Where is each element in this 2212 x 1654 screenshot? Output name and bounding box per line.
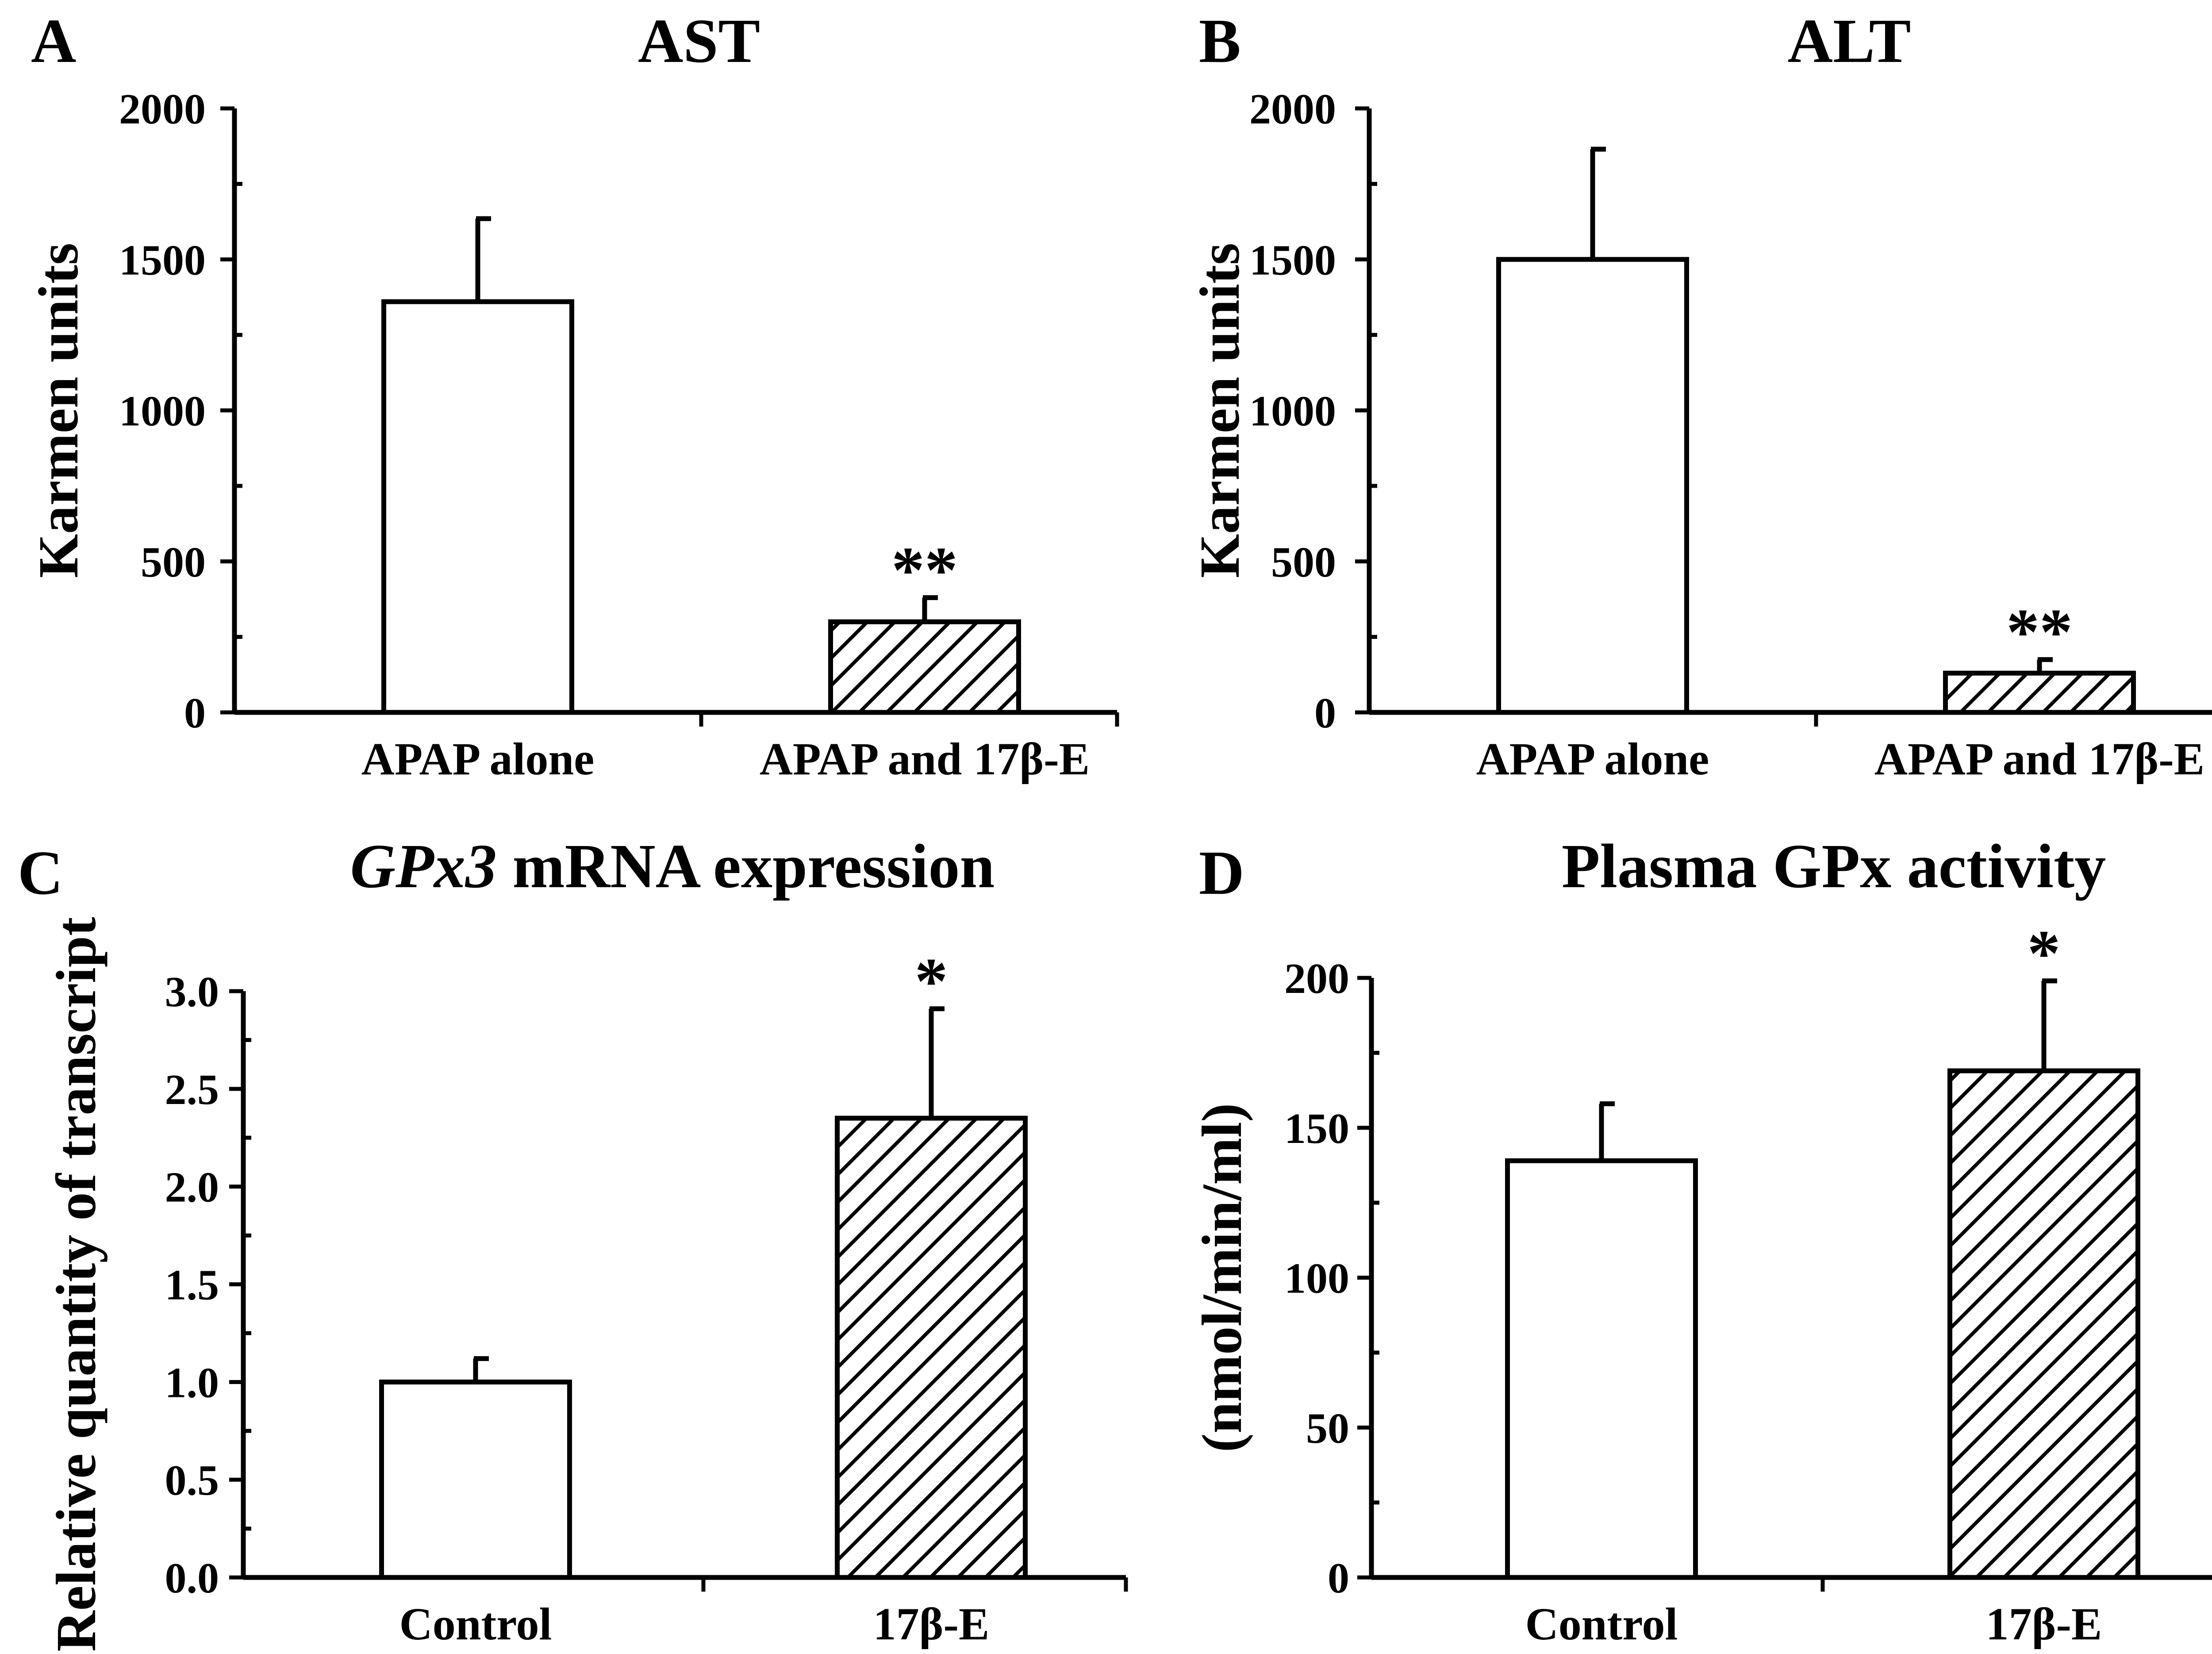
bar-d-1 — [1505, 1158, 1698, 1580]
y-tick-label-a: 2000 — [119, 85, 206, 133]
y-tick-label-c: 0.5 — [165, 1457, 219, 1504]
panel-letter-b: B — [1199, 6, 1241, 76]
y-tick-label-c: 0.0 — [165, 1554, 219, 1602]
y-tick-label-c: 1.0 — [165, 1359, 219, 1407]
y-tick-label-c: 2.0 — [165, 1164, 219, 1212]
y-tick-label-b: 500 — [1271, 539, 1336, 586]
bar-d-2 — [1947, 1068, 2140, 1580]
panel-a: A AST Karmen units 0 500 1000 1500 2000 APAP alo… — [27, 6, 1119, 785]
category-label-c-2: 17β-E — [873, 1599, 990, 1650]
chart-title-text-c: mRNA expression — [512, 831, 995, 901]
panel-letter-d: D — [1199, 838, 1244, 908]
y-tick-label-a: 1000 — [119, 388, 206, 435]
chart-title-b: ALT — [1788, 6, 1911, 76]
chart-title-a: AST — [638, 6, 760, 76]
bar-a-1 — [381, 299, 574, 715]
category-label-b-1: APAP alone — [1476, 734, 1709, 785]
y-tick-label-b: 2000 — [1249, 85, 1336, 133]
y-tick-label-b: 0 — [1314, 689, 1336, 737]
y-axis-label-b: Karmen units — [1188, 243, 1251, 578]
bar-b-1 — [1496, 257, 1689, 715]
y-axis-label-a: Karmen units — [27, 243, 90, 578]
chart-title-d: Plasma GPx activity — [1562, 831, 2106, 901]
significance-d-2: * — [2028, 917, 2061, 990]
y-axis-label-d: (nmol/min/ml) — [1190, 1103, 1253, 1452]
bar-c-2 — [835, 1115, 1028, 1580]
y-tick-label-b: 1500 — [1249, 236, 1336, 284]
y-tick-label-d: 150 — [1284, 1105, 1349, 1153]
panel-letter-a: A — [31, 6, 77, 76]
y-tick-label-d: 50 — [1306, 1404, 1349, 1452]
y-tick-label-d: 200 — [1284, 955, 1349, 1003]
bar-b-2 — [1943, 670, 2136, 715]
y-tick-label-c: 1.5 — [165, 1262, 219, 1309]
panel-c: C GPx3 mRNA expression Relative quantity o… — [18, 831, 1128, 1652]
panel-d: D Plasma GPx activity (nmol/min/ml) 0 50 100 1… — [1190, 831, 2212, 1650]
y-tick-label-d: 100 — [1284, 1255, 1349, 1303]
category-label-b-2: APAP and 17β-E — [1874, 734, 2204, 785]
y-tick-label-c: 3.0 — [165, 968, 219, 1016]
chart-title-c: GPx3 mRNA expression — [350, 831, 995, 901]
chart-title-italic-c: GPx3 — [350, 831, 513, 901]
y-tick-label-b: 1000 — [1249, 388, 1336, 435]
category-label-c-1: Control — [399, 1599, 552, 1650]
panel-b: B ALT Karmen units 0 500 1000 1500 2000 APAP alo… — [1188, 6, 2212, 785]
y-tick-label-a: 1500 — [119, 236, 206, 284]
category-label-d-2: 17β-E — [1986, 1599, 2102, 1650]
y-axis-label-c: Relative quantity of transcript — [45, 917, 108, 1652]
significance-b-2: ** — [2006, 596, 2073, 669]
bar-c-1 — [379, 1379, 572, 1580]
y-tick-label-a: 500 — [141, 539, 206, 586]
panel-letter-c: C — [18, 838, 63, 908]
y-tick-label-d: 0 — [1328, 1554, 1349, 1602]
y-tick-label-c: 2.5 — [165, 1066, 219, 1114]
significance-a-2: ** — [891, 534, 958, 607]
bar-a-2 — [828, 619, 1021, 715]
significance-c-2: * — [915, 945, 948, 1018]
y-tick-label-a: 0 — [184, 689, 206, 737]
category-label-a-1: APAP alone — [361, 734, 595, 785]
category-label-d-1: Control — [1525, 1599, 1678, 1650]
category-label-a-2: APAP and 17β-E — [760, 734, 1090, 785]
